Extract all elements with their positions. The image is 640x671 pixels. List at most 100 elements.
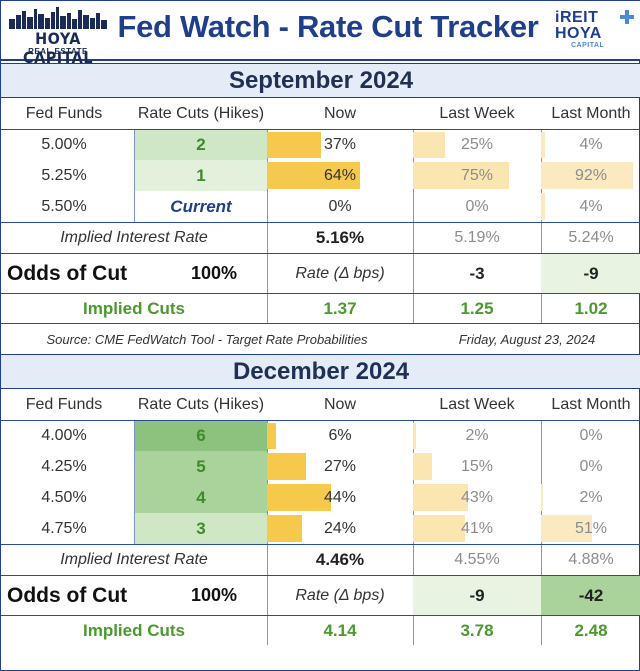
rate-cuts-value-text: 3	[196, 518, 206, 538]
rate-change-label-text: Rate (Δ bps)	[295, 264, 385, 282]
probability-bar	[267, 132, 322, 158]
column-divider	[413, 616, 414, 645]
hoya-capital-logo: HOYA CAPITAL REAL ESTATE	[5, 5, 111, 67]
last-week-probability-text: 75%	[460, 166, 494, 184]
implied-rate-now: 4.46%	[267, 545, 413, 575]
implied-cuts-week-text: 3.78	[460, 620, 494, 640]
column-divider	[541, 294, 542, 323]
rate-change-month: -42	[541, 576, 640, 615]
source-row: Source: CME FedWatch Tool - Target Rate …	[1, 323, 640, 354]
implied-rate-label: Implied Interest Rate	[1, 545, 267, 575]
implied-cuts-label-text: Implied Cuts	[82, 620, 185, 640]
implied-rate-week-text: 5.19%	[454, 229, 500, 246]
rate-cuts-header-text: Rate Cuts (Hikes)	[137, 104, 265, 122]
rate-change-label-text: Rate (Δ bps)	[295, 586, 385, 604]
logo-line-1: iREIT	[555, 9, 599, 26]
rate-cuts-value: 1	[135, 160, 267, 191]
now-probability-text: 64%	[323, 166, 357, 184]
implied-cuts-now-text: 4.14	[323, 620, 357, 640]
rate-change-month-text: -9	[583, 263, 599, 283]
logo-line-2: HOYA	[555, 25, 602, 42]
last-month-probability: 0%	[541, 451, 640, 482]
column-divider	[267, 254, 268, 293]
fed-funds-rate-text: 4.00%	[41, 427, 87, 444]
december-section-title: December 2024	[1, 354, 640, 389]
fed-funds-rate: 5.50%	[1, 191, 127, 222]
now-probability: 6%	[267, 421, 413, 451]
odds-of-cut-value-text: 100%	[190, 585, 238, 605]
odds-of-cut-label: Odds of Cut	[7, 576, 161, 615]
implied-cuts-label: Implied Cuts	[1, 616, 267, 645]
column-divider	[134, 482, 135, 513]
now-probability: 27%	[267, 451, 413, 482]
header: HOYA CAPITAL REAL ESTATE Fed Watch - Rat…	[1, 1, 640, 67]
rate-change-week: -9	[413, 576, 541, 615]
probability-bar	[267, 484, 332, 511]
rate-cuts-header-text: Rate Cuts (Hikes)	[137, 395, 265, 413]
implied-rate-month: 4.88%	[541, 545, 640, 575]
probability-bar	[267, 423, 276, 449]
rate-cuts-value-text: 4	[196, 487, 206, 507]
rate-cuts-value: 3	[135, 513, 267, 544]
implied-rate-month-text: 4.88%	[568, 551, 614, 568]
fed-funds-rate: 4.00%	[1, 421, 127, 451]
rate-cuts-value-text: 6	[196, 426, 206, 445]
column-divider	[134, 191, 135, 222]
probability-bar	[267, 515, 303, 542]
december-probability-row: 4.75% 3 24% 41% 51%	[1, 513, 640, 544]
last-week-probability: 75%	[413, 160, 541, 191]
fed-funds-rate-text: 4.75%	[41, 519, 87, 537]
september-probability-row: 5.50% Current 0% 0% 4%	[1, 191, 640, 222]
column-divider	[267, 545, 268, 575]
last-month-header: Last Month	[541, 98, 640, 129]
last-week-header: Last Week	[413, 98, 541, 129]
rate-cuts-value-text: 2	[196, 135, 206, 154]
rate-cuts-value-text: 5	[196, 456, 206, 476]
odds-of-cut-value: 100%	[161, 254, 267, 293]
rate-cuts-value: 2	[135, 130, 267, 160]
odds-of-cut-label: Odds of Cut	[7, 254, 161, 293]
last-month-header-text: Last Month	[551, 104, 631, 122]
fed-funds-rate: 4.50%	[1, 482, 127, 513]
source-text-text: Source: CME FedWatch Tool - Target Rate …	[46, 331, 368, 347]
probability-bar	[413, 453, 433, 480]
implied-rate-label: Implied Interest Rate	[1, 223, 267, 253]
probability-bar	[413, 515, 466, 542]
rate-change-month-text: -42	[578, 585, 604, 605]
probability-bar	[541, 132, 545, 158]
probability-bar	[541, 193, 545, 220]
last-month-probability-text: 51%	[574, 519, 608, 537]
last-week-header: Last Week	[413, 389, 541, 420]
column-divider	[413, 294, 414, 323]
source-date-text: Friday, August 23, 2024	[458, 331, 596, 347]
december-column-header-row: Fed Funds Rate Cuts (Hikes) Now Last Week La…	[1, 389, 640, 420]
odds-of-cut-label-text: Odds of Cut	[7, 261, 128, 285]
rate-change-week: -3	[413, 254, 541, 293]
column-divider	[413, 545, 414, 575]
implied-cuts-label-text: Implied Cuts	[82, 298, 185, 318]
implied-rate-label-text: Implied Interest Rate	[60, 229, 208, 246]
fed-funds-rate-text: 5.00%	[41, 136, 87, 153]
column-divider	[134, 451, 135, 482]
probability-bar	[413, 162, 509, 189]
now-probability-text: 37%	[323, 136, 357, 153]
last-week-probability-text: 0%	[465, 197, 489, 215]
last-month-probability: 2%	[541, 482, 640, 513]
last-week-probability-text: 2%	[465, 427, 489, 444]
rate-cuts-header: Rate Cuts (Hikes)	[135, 98, 267, 129]
rate-cuts-header: Rate Cuts (Hikes)	[135, 389, 267, 420]
september-implied-cuts-row: Implied Cuts 1.37 1.25 1.02	[1, 293, 640, 323]
last-week-probability-text: 25%	[460, 136, 494, 153]
now-probability-text: 44%	[323, 488, 357, 506]
december-probability-row: 4.00% 6 6% 2% 0%	[1, 420, 640, 451]
now-probability-text: 6%	[328, 427, 352, 444]
december-implied-cuts-row: Implied Cuts 4.14 3.78 2.48	[1, 615, 640, 645]
last-week-header-text: Last Week	[439, 104, 515, 122]
now-probability: 64%	[267, 160, 413, 191]
fed-funds-rate: 4.25%	[1, 451, 127, 482]
column-divider	[267, 294, 268, 323]
last-month-probability: 92%	[541, 160, 640, 191]
implied-cuts-now: 4.14	[267, 616, 413, 645]
december-probability-row: 4.50% 4 44% 43% 2%	[1, 482, 640, 513]
